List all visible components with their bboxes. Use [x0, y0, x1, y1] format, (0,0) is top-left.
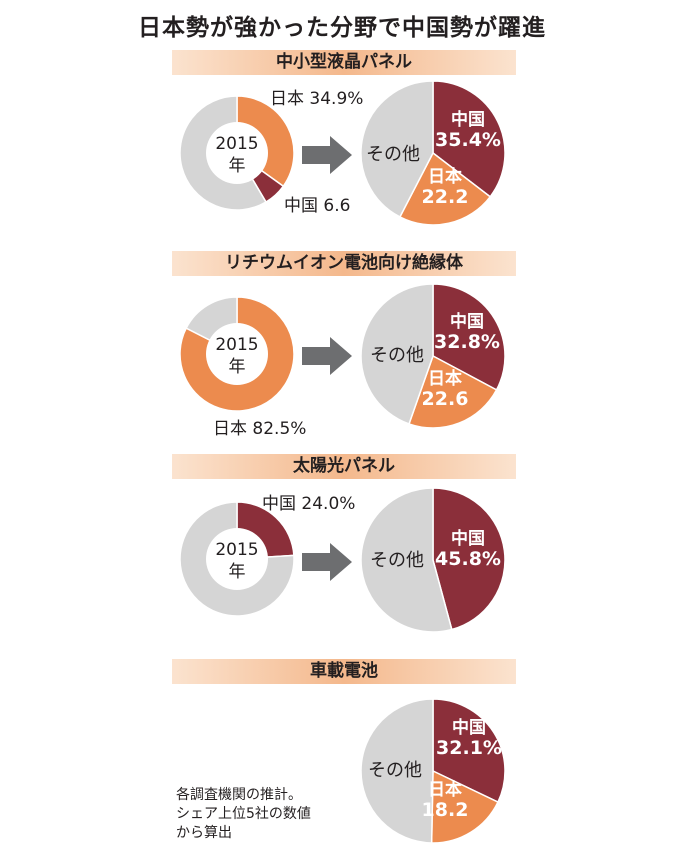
panel-3-after-slice-china: [432, 698, 506, 804]
panel-1-after-label-name: 日本: [428, 368, 462, 389]
panel-1-before-donut-hole: [206, 323, 268, 385]
section-header-ev-battery: 車載電池: [172, 659, 516, 684]
panel-1-after-label-name: 中国: [450, 311, 484, 332]
source-note-line: シェア上位5社の数値: [176, 806, 311, 822]
panel-2-before-label: 中国 24.0%: [262, 494, 355, 514]
panel-0-before-year-suffix: 年: [229, 156, 246, 176]
panel-0-after-label-value: 22.2: [422, 186, 469, 208]
panel-1-after-label-other: その他: [370, 345, 424, 366]
panel-2-after-slice-china: [432, 487, 506, 631]
panel-2-after-label-value: 45.8%: [435, 548, 501, 570]
panel-1-after-slice-china: [432, 283, 506, 391]
panel-1-after-label-value: 32.8%: [434, 331, 500, 353]
source-note-line: から算出: [176, 825, 232, 841]
panel-0-after-label-value: 35.4%: [435, 129, 501, 151]
panel-0-before-year: 2015: [215, 134, 258, 154]
panel-3-after-slice-japan: [430, 769, 499, 844]
panel-3-after-slice-other: [360, 698, 434, 844]
panel-0-after-label-other: その他: [366, 144, 420, 165]
panel-2-before-year: 2015: [215, 540, 258, 560]
panel-0-after-label-name: 中国: [451, 109, 485, 130]
panel-1-before-year: 2015: [215, 335, 258, 355]
panel-0-after-slice-japan: [398, 151, 492, 226]
arrow-icon: [302, 543, 352, 581]
section-header-separator: リチウムイオン電池向け絶縁体: [172, 251, 516, 276]
panel-0-before-label: 日本 34.9%: [270, 89, 363, 109]
panel-0-before-label: 中国 6.6: [284, 196, 350, 216]
panel-3-after-label-other: その他: [368, 760, 422, 781]
panel-0-after-slice-other: [360, 80, 434, 218]
panel-2-before-donut-hole: [206, 528, 268, 590]
panel-3-after-label-value: 18.2: [422, 799, 469, 821]
panel-1-before-label: 日本 82.5%: [213, 419, 306, 439]
panel-2-after-slice-other: [360, 487, 453, 633]
panel-0-after-slice-china: [432, 80, 506, 198]
panel-3-after-label-name: 中国: [452, 717, 486, 738]
panel-1-before-year-suffix: 年: [229, 357, 246, 377]
section-header-lcd: 中小型液晶パネル: [172, 50, 516, 75]
panel-2-after-label-name: 中国: [451, 528, 485, 549]
chart-title: 日本勢が強かった分野で中国勢が躍進: [138, 15, 546, 41]
arrow-icon: [302, 337, 352, 375]
panel-3-after-label-value: 32.1%: [436, 737, 502, 759]
section-header-solar: 太陽光パネル: [172, 454, 516, 479]
panel-0-after-label-name: 日本: [428, 166, 462, 187]
panel-1-after-label-value: 22.6: [422, 388, 469, 410]
arrow-icon: [302, 136, 352, 174]
panel-1-after-slice-japan: [408, 354, 498, 429]
panel-3-after-label-name: 日本: [428, 779, 462, 800]
source-note-line: 各調査機関の推計。: [176, 787, 302, 803]
panel-1-after-slice-other: [360, 283, 434, 425]
panel-0-before-donut-hole: [206, 122, 268, 184]
panel-2-before-year-suffix: 年: [229, 562, 246, 582]
panel-2-after-label-other: その他: [370, 550, 424, 571]
source-note: 各調査機関の推計。 シェア上位5社の数値 から算出: [176, 786, 311, 843]
